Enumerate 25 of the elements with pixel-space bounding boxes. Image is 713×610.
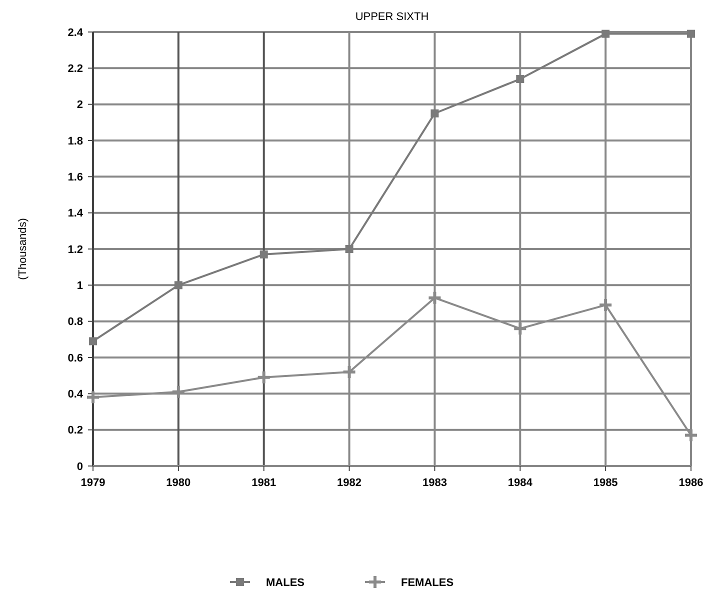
legend-label: FEMALES bbox=[401, 576, 454, 589]
x-tick-label: 1985 bbox=[593, 477, 618, 489]
y-tick-label: 1.4 bbox=[68, 208, 84, 220]
x-tick-label: 1979 bbox=[80, 477, 106, 489]
y-tick-label: 1 bbox=[76, 280, 83, 292]
y-tick-label: 2.4 bbox=[68, 26, 84, 39]
x-tick-label: 1982 bbox=[337, 477, 362, 489]
x-tick-label: 1984 bbox=[508, 477, 534, 489]
x-tick-label: 1980 bbox=[166, 477, 191, 489]
y-tick-label: 0.6 bbox=[68, 352, 83, 364]
legend-label: MALES bbox=[266, 576, 304, 589]
y-tick-label: 0.2 bbox=[68, 424, 83, 437]
y-tick-label: 1.8 bbox=[68, 135, 83, 148]
x-tick-label: 1986 bbox=[678, 477, 704, 489]
y-tick-label: 1.2 bbox=[68, 244, 83, 256]
y-tick-label: 1.6 bbox=[68, 172, 83, 184]
x-tick-label: 1981 bbox=[252, 477, 276, 489]
y-tick-label: 0 bbox=[76, 460, 83, 473]
x-tick-label: 1983 bbox=[422, 477, 447, 489]
y-axis-title: (Thousands) bbox=[17, 218, 29, 280]
y-tick-label: 0.8 bbox=[68, 316, 83, 328]
y-tick-label: 2.2 bbox=[68, 63, 83, 76]
chart-title: UPPER SIXTH bbox=[355, 11, 429, 23]
y-tick-label: 2 bbox=[76, 99, 83, 112]
y-tick-label: 0.4 bbox=[68, 388, 84, 401]
